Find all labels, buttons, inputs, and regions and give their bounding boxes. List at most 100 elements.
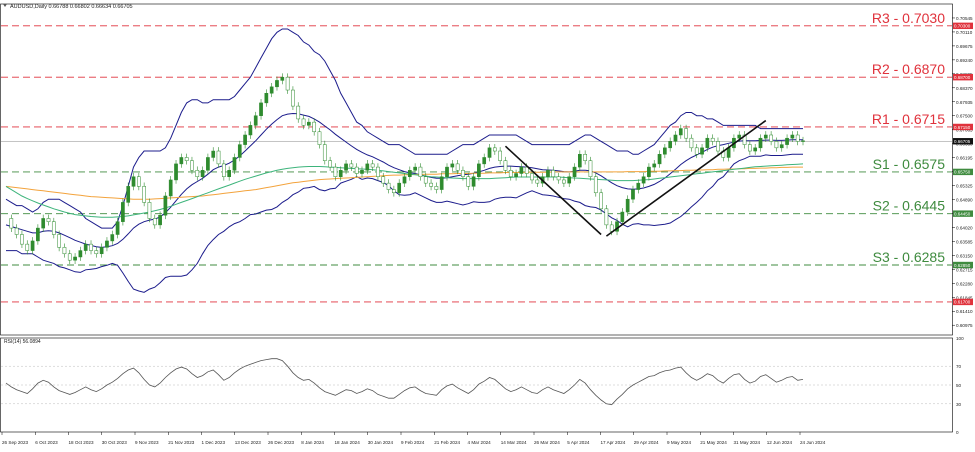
candle [801, 136, 805, 146]
candle [195, 166, 200, 181]
candle [386, 179, 391, 194]
date-tick-label: 13 Dec 2023 [235, 440, 261, 445]
candle [572, 163, 577, 181]
candle [790, 131, 795, 143]
candle [41, 214, 46, 232]
candle [62, 243, 67, 258]
candle [530, 169, 534, 184]
candle [253, 111, 258, 130]
price-tick-label: 0.70545 [956, 16, 973, 21]
chart-title: AUDUSD,Daily 0.66788 0.66802 0.66634 0.6… [10, 4, 133, 10]
candle [381, 172, 386, 187]
price-tick-label: 0.61845 [956, 295, 973, 300]
level-label: R2 - 0.6870 [872, 61, 945, 77]
rsi-tick-label: 70 [956, 364, 962, 369]
collapse-triangle-icon[interactable] [3, 4, 7, 7]
candle [636, 179, 641, 194]
candle [392, 185, 396, 197]
rsi-tick-label: 100 [956, 336, 964, 341]
candle [184, 153, 189, 165]
candle [439, 172, 444, 194]
candle [429, 179, 433, 191]
candle [376, 163, 380, 181]
price-tick-label: 0.62715 [956, 267, 973, 272]
level-labels: 0.70300 R3 - 0.7030 0.68700 R2 - 0.6870 0.67… [872, 10, 973, 306]
level-price-tag [953, 123, 973, 131]
candle [30, 237, 35, 255]
candle [673, 131, 678, 146]
candle [657, 150, 662, 168]
date-tick-label: 17 Apr 2024 [601, 440, 626, 445]
candle [333, 163, 338, 181]
candle [168, 176, 173, 200]
candle [599, 188, 603, 213]
candle [259, 99, 263, 120]
candle [694, 143, 699, 159]
candle [567, 172, 572, 187]
candle [115, 217, 120, 239]
level-price-tag [953, 298, 973, 306]
date-tick-label: 9 Feb 2024 [401, 440, 425, 445]
support-resistance-levels [1, 25, 952, 303]
candle [461, 166, 465, 181]
price-panel [0, 3, 953, 336]
level-price-tag-text: 0.64450 [954, 211, 971, 216]
date-tick-label: 1 Dec 2023 [202, 440, 226, 445]
candle [163, 192, 168, 220]
level-price-tag [953, 210, 973, 217]
date-tick-label: 12 Jun 2024 [767, 440, 793, 445]
candle [307, 118, 311, 130]
price-tick-label: 0.67935 [956, 100, 973, 105]
candle [222, 160, 226, 181]
date-tick-label: 9 Nov 2023 [135, 440, 159, 445]
candle [99, 243, 104, 258]
candle [94, 246, 99, 258]
price-tick-label: 0.67500 [956, 114, 973, 119]
candle [243, 131, 247, 149]
candle [652, 160, 657, 171]
candle [280, 73, 285, 85]
candle [418, 163, 423, 181]
candle [269, 82, 274, 98]
candle [301, 115, 306, 130]
candle [131, 172, 136, 191]
date-tick-label: 26 Mar 2024 [534, 440, 560, 445]
candle [748, 140, 752, 155]
rsi-title: RSI(14) 56.0894 [4, 339, 41, 345]
candle [455, 160, 460, 175]
level-price-tag [953, 168, 973, 176]
date-tick-label: 8 Jan 2024 [301, 440, 324, 445]
price-tick-label: 0.64890 [956, 198, 973, 203]
level-label: R1 - 0.6715 [872, 111, 945, 127]
price-tick-label: 0.63585 [956, 239, 973, 244]
candle [174, 160, 178, 184]
date-tick-label: 21 May 2024 [700, 440, 727, 445]
candle [51, 217, 56, 239]
candle [498, 147, 502, 165]
rsi-series [5, 358, 804, 406]
candle [593, 172, 598, 197]
candle [647, 163, 651, 181]
candle [705, 134, 710, 152]
candle [136, 172, 141, 191]
candle [407, 166, 412, 181]
candle [211, 147, 216, 162]
date-tick-label: 5 Apr 2024 [567, 440, 590, 445]
candle [503, 156, 508, 175]
price-tick-label: 0.68370 [956, 86, 973, 91]
candle [9, 214, 14, 232]
candle [73, 253, 77, 265]
candle [89, 240, 93, 255]
rsi-tick-label: 0 [956, 430, 959, 435]
rsi-tick-label: 30 [956, 402, 962, 407]
candle [795, 131, 800, 146]
candle [200, 166, 205, 181]
ascending-trendline [605, 119, 767, 237]
price-tick-label: 0.69675 [956, 44, 973, 49]
candle [700, 143, 704, 159]
candle [110, 230, 115, 245]
candle [716, 137, 720, 155]
candle [25, 240, 30, 255]
rsi-panel [0, 337, 953, 433]
candle [492, 143, 497, 155]
